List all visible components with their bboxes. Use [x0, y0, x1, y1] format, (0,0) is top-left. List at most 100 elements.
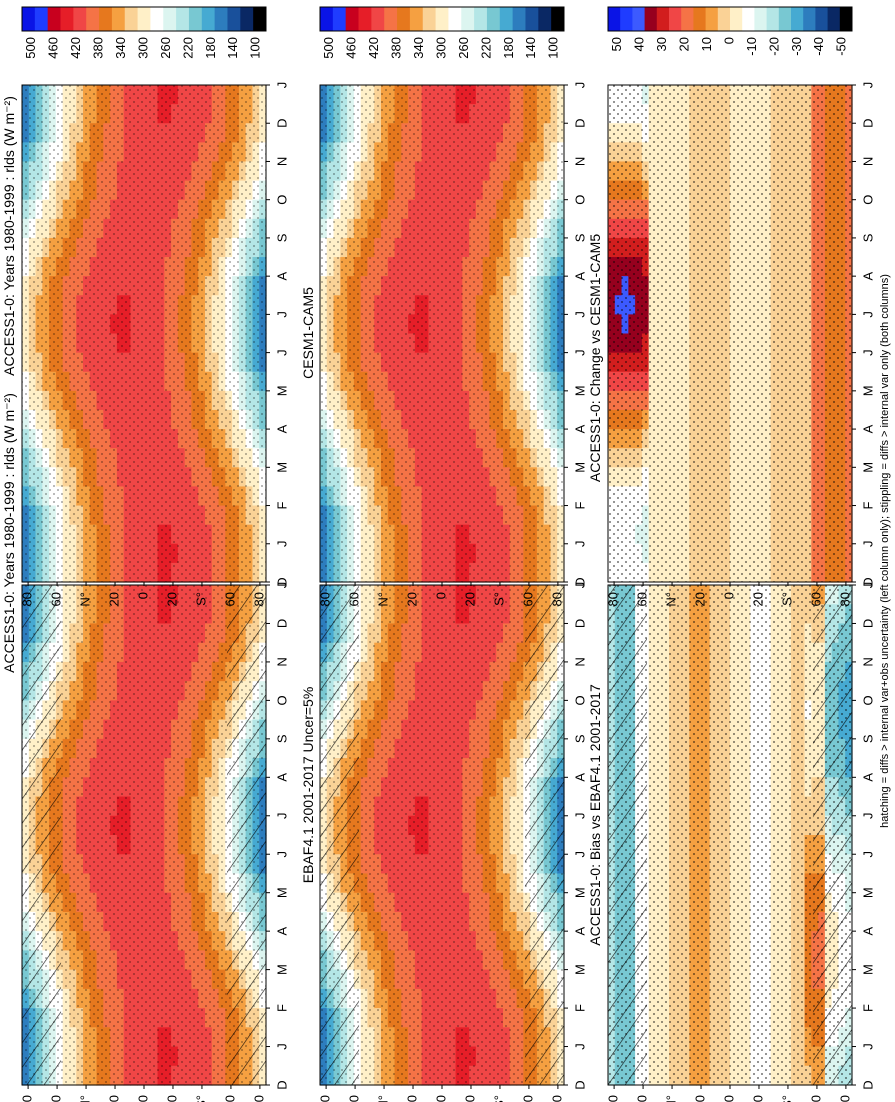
month-label: A [274, 271, 289, 280]
colorbar-label: 460 [46, 37, 61, 59]
colorbar-label: 300 [433, 37, 448, 59]
colorbar-label: 260 [158, 37, 173, 59]
colorbar-swatch [86, 7, 100, 31]
month-label: N [572, 657, 587, 666]
colorbar-swatch [150, 7, 164, 31]
colorbar-swatch [111, 7, 126, 31]
colorbar-swatch [512, 7, 526, 31]
colorbar-swatch [332, 7, 347, 31]
lat-label: 80 [318, 1095, 333, 1102]
month-label: M [274, 964, 289, 975]
month-label: M [572, 964, 587, 975]
month-label: D [572, 619, 587, 628]
month-label: J [274, 1043, 289, 1050]
month-label: M [572, 462, 587, 473]
month-label: S [274, 233, 289, 242]
colorbar-swatch [163, 7, 177, 31]
colorbar-label: 100 [248, 37, 263, 59]
colorbar-swatch [137, 7, 151, 31]
lat-label: 20 [404, 1095, 419, 1102]
colorbar-swatch [22, 7, 36, 31]
month-label: D [572, 119, 587, 128]
panel-title-p3: EBAF4.1 2001-2017 Uncer=5% [300, 687, 316, 884]
colorbar-swatch [371, 7, 385, 31]
colorbar-swatch [214, 7, 228, 31]
plot-area-p4 [319, 84, 565, 583]
colorbar-swatch [486, 7, 501, 31]
month-label: J [274, 541, 289, 548]
colorbar-swatch [397, 7, 411, 31]
colorbar-swatch [201, 7, 216, 31]
month-label: J [572, 851, 587, 858]
month-label: A [572, 271, 587, 280]
colorbar-label: 380 [91, 37, 106, 59]
lat-label: 60 [520, 1095, 535, 1102]
month-label: M [572, 385, 587, 396]
lat-label: N° [375, 1095, 390, 1102]
plot-area-p5 [607, 584, 853, 1086]
month-label: A [274, 773, 289, 782]
month-label: J [274, 82, 289, 89]
month-label: D [274, 619, 289, 628]
month-label: D [274, 119, 289, 128]
lat-label: S° [193, 1095, 208, 1102]
colorbar-swatch [60, 7, 74, 31]
month-label: F [274, 502, 289, 510]
lat-label: 60 [222, 1095, 237, 1102]
month-label: J [572, 1043, 587, 1050]
month-label: M [274, 462, 289, 473]
month-label: A [274, 926, 289, 935]
month-label: D [572, 1080, 587, 1089]
month-label: M [572, 887, 587, 898]
lat-label: S° [193, 592, 208, 606]
colorbar-label: 420 [68, 37, 83, 59]
colorbar-swatch [448, 7, 462, 31]
colorbar-swatch [345, 7, 359, 31]
month-label: F [572, 502, 587, 510]
month-label: J [572, 813, 587, 820]
colorbar-swatch [176, 7, 190, 31]
colorbar-label: 180 [501, 37, 516, 59]
colorbar-swatch [474, 7, 488, 31]
colorbar-label: 500 [23, 37, 38, 59]
colorbar-swatch [538, 7, 552, 31]
lat-label: 80 [549, 592, 564, 606]
panel-p2: ACCESS1-0: Years 1980-1999 : rlds (W m⁻²… [1, 6, 289, 607]
month-label: J [274, 349, 289, 356]
colorbar-label: 500 [321, 37, 336, 59]
month-label: F [274, 1004, 289, 1012]
colorbar-swatch [34, 7, 49, 31]
colorbar-label: 180 [203, 37, 218, 59]
panel-title-p1: ACCESS1-0: Years 1980-1999 : rlds (W m⁻²… [1, 393, 17, 673]
lat-label: 60 [49, 1095, 64, 1102]
lat-label: 80 [20, 592, 35, 606]
month-label: N [274, 157, 289, 166]
month-label: O [274, 195, 289, 205]
month-label: S [274, 734, 289, 743]
lat-label: S° [491, 592, 506, 606]
colorbar-swatch [499, 7, 514, 31]
month-label: O [572, 695, 587, 705]
colorbar-swatch [240, 7, 254, 31]
month-label: J [572, 582, 587, 589]
stippling-overlay [320, 585, 564, 1085]
colorbar-swatch [227, 7, 241, 31]
colorbar-p2: 500 460 420 380 340 300 260 220 180 140 100 [21, 6, 267, 59]
month-label: D [572, 577, 587, 586]
panel-title-p2: ACCESS1-0: Years 1980-1999 : rlds (W m⁻²… [1, 96, 17, 376]
month-label: A [572, 773, 587, 782]
hatching-overlay-north [320, 585, 360, 1085]
lat-label: 20 [462, 1095, 477, 1102]
lat-label: 20 [164, 1095, 179, 1102]
colorbar-label: 340 [113, 37, 128, 59]
latitude-axis-p2: 80 60 N° 20 0 20 S° 60 80 [20, 582, 266, 607]
panel-p5: ACCESS1-0: Bias vs EBAF4.1 2001-2017 DJF… [587, 506, 875, 1102]
lat-label: 20 [462, 592, 477, 606]
lat-label: 20 [164, 592, 179, 606]
